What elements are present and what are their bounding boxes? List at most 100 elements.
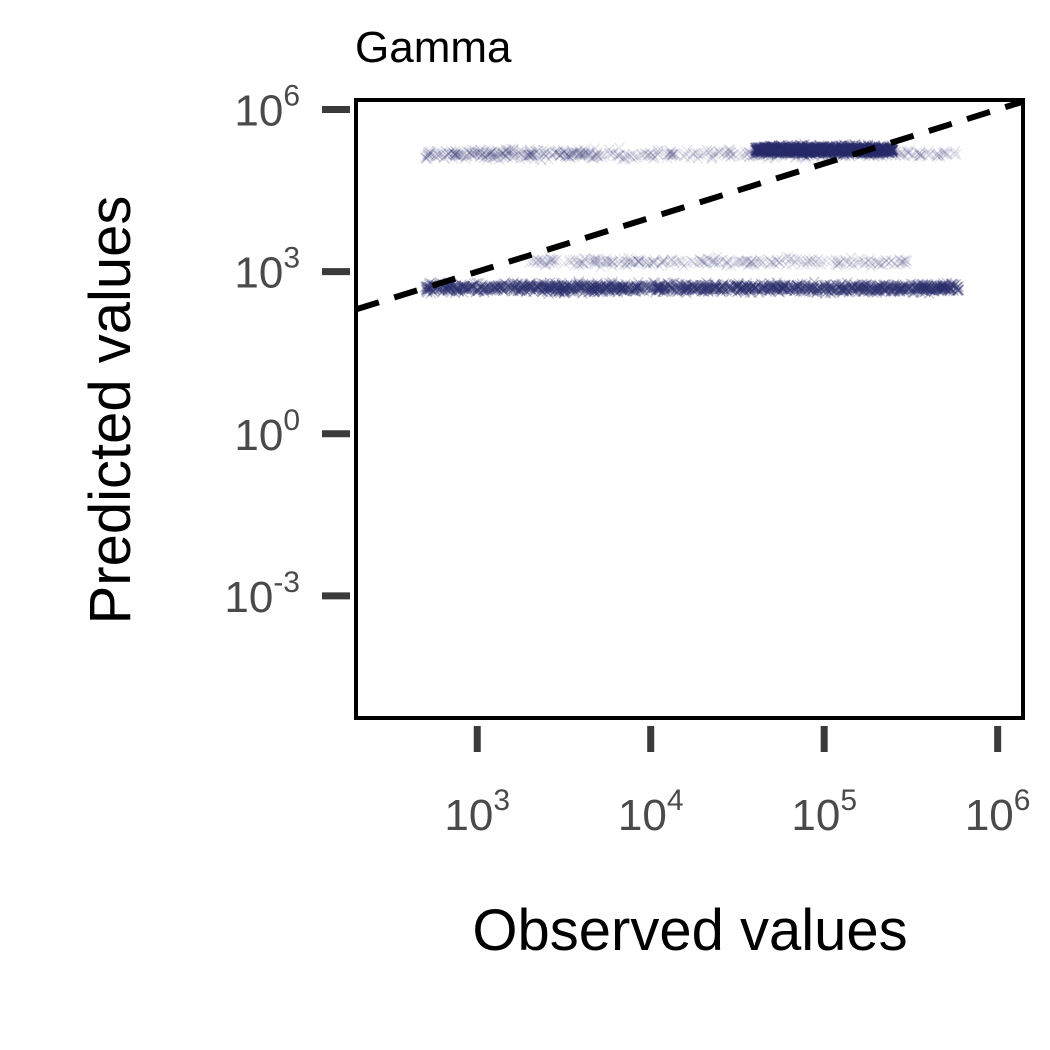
scatter-point [857, 286, 869, 298]
scatter-point [771, 281, 783, 293]
scatter-point [765, 282, 777, 294]
scatter-point [560, 283, 572, 295]
scatter-point [687, 279, 699, 291]
scatter-point [427, 285, 439, 297]
scatter-point [671, 286, 683, 298]
scatter-point [907, 283, 919, 295]
scatter-point [899, 280, 911, 291]
scatter-point [928, 285, 940, 297]
scatter-point [718, 283, 729, 295]
scatter-point [650, 286, 662, 298]
scatter-point [799, 283, 810, 295]
scatter-point [952, 284, 964, 296]
scatter-point [558, 282, 570, 294]
scatter-point [812, 284, 824, 296]
scatter-point [475, 281, 487, 293]
scatter-point [479, 283, 490, 294]
scatter-point [845, 282, 857, 294]
scatter-point [732, 280, 744, 292]
scatter-point [559, 283, 571, 295]
scatter-point [834, 282, 846, 294]
scatter-point [811, 283, 823, 295]
scatter-point [736, 280, 748, 292]
scatter-point [574, 281, 586, 293]
scatter-point [669, 277, 680, 289]
scatter-point [616, 283, 628, 295]
scatter-point [937, 283, 949, 295]
scatter-point [926, 279, 938, 291]
scatter-point [823, 282, 835, 294]
scatter-point [632, 276, 644, 288]
scatter-point [574, 280, 586, 292]
scatter-point [704, 281, 715, 293]
scatter-point [653, 280, 665, 292]
scatter-point [874, 285, 886, 297]
scatter-point [877, 282, 888, 294]
scatter-point [504, 282, 516, 294]
scatter-point [741, 281, 753, 293]
scatter-point [713, 283, 725, 295]
scatter-point [493, 281, 505, 292]
scatter-point [857, 286, 869, 298]
scatter-point [577, 278, 589, 290]
scatter-point [679, 283, 691, 295]
scatter-point [652, 283, 664, 295]
scatter-point [710, 279, 722, 291]
scatter-point [447, 285, 459, 297]
scatter-point [573, 279, 585, 291]
scatter-point [820, 282, 832, 294]
scatter-point [944, 282, 956, 294]
y-tick-label: 103 [234, 242, 300, 298]
scatter-point [767, 283, 779, 295]
scatter-point [826, 284, 838, 296]
scatter-point [872, 281, 884, 293]
scatter-point [604, 286, 616, 298]
scatter-point [731, 279, 743, 291]
scatter-point [592, 286, 604, 298]
scatter-point [740, 280, 752, 292]
scatter-point [863, 283, 875, 295]
scatter-point [552, 281, 564, 293]
scatter-point [643, 281, 654, 293]
scatter-point [531, 284, 543, 296]
scatter-point [542, 282, 554, 294]
scatter-point [709, 278, 721, 290]
scatter-point [527, 286, 539, 298]
scatter-point [484, 282, 496, 294]
scatter-point [652, 280, 664, 292]
scatter-point [597, 285, 609, 297]
scatter-point [952, 285, 964, 297]
scatter-point [777, 279, 789, 291]
scatter-point [717, 279, 729, 291]
scatter-point [577, 280, 589, 292]
scatter-point [593, 283, 605, 295]
scatter-point [915, 287, 927, 298]
scatter-point [730, 282, 742, 293]
scatter-point [946, 278, 958, 290]
scatter-point [628, 283, 640, 294]
scatter-point [775, 282, 787, 294]
scatter-point [586, 285, 598, 296]
scatter-point [742, 281, 753, 293]
scatter-point [571, 282, 583, 294]
scatter-point [450, 284, 462, 296]
scatter-point [811, 282, 823, 294]
scatter-point [565, 279, 577, 291]
scatter-point [834, 280, 846, 292]
scatter-point [950, 282, 962, 294]
scatter-point [905, 278, 917, 290]
scatter-point [454, 283, 466, 295]
scatter-point [943, 281, 955, 293]
scatter-point [450, 285, 462, 297]
scatter-point [701, 280, 713, 292]
scatter-point [600, 281, 612, 293]
scatter-point [482, 281, 494, 293]
scatter-point [531, 279, 543, 291]
scatter-point [609, 281, 621, 293]
scatter-point [862, 284, 874, 296]
scatter-point [490, 281, 502, 293]
scatter-point [550, 278, 562, 290]
scatter-point [733, 280, 745, 292]
scatter-point [738, 285, 750, 297]
